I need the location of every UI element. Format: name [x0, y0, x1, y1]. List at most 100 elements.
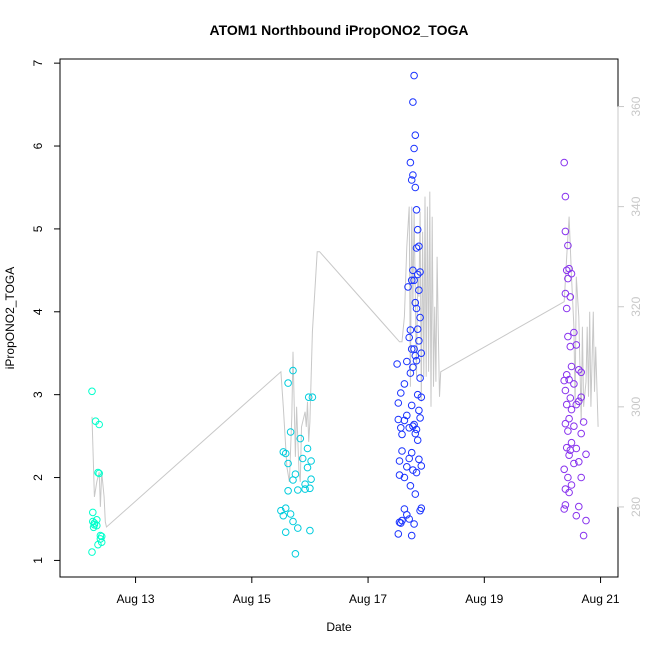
data-point — [407, 448, 416, 457]
data-point — [561, 289, 570, 298]
data-point — [562, 304, 571, 313]
data-point — [572, 511, 581, 520]
data-point — [412, 304, 421, 313]
data-point — [412, 468, 421, 477]
data-point — [572, 341, 581, 349]
data-point — [416, 268, 424, 276]
data-point — [395, 471, 404, 479]
data-point — [579, 531, 588, 540]
data-point — [404, 283, 412, 291]
data-point — [564, 427, 572, 435]
data-point — [407, 345, 416, 353]
data-point — [89, 508, 97, 517]
data-point — [407, 176, 416, 184]
data-point — [397, 424, 405, 432]
data-point — [579, 418, 588, 426]
data-point — [97, 538, 106, 547]
data-point — [415, 337, 423, 345]
data-point — [407, 401, 416, 410]
x-tick-label: Aug 19 — [465, 592, 503, 606]
data-point — [567, 405, 576, 414]
data-point — [565, 451, 573, 460]
data-point — [565, 488, 573, 497]
y-tick-label: 1 — [31, 557, 45, 564]
data-point — [308, 393, 317, 402]
data-point — [406, 326, 415, 334]
data-point — [570, 380, 578, 388]
data-point — [566, 293, 575, 301]
data-point — [88, 387, 96, 396]
data-point — [582, 516, 590, 525]
x-axis: Aug 13 Aug 15 Aug 17 Aug 19 Aug 21 — [117, 576, 620, 606]
data-point — [561, 386, 570, 395]
data-point — [284, 487, 292, 495]
data-point — [291, 470, 300, 479]
data-point — [403, 511, 411, 519]
data-point — [409, 266, 417, 275]
y2-tick-label: 360 — [629, 96, 643, 116]
data-point — [277, 506, 285, 515]
data-point — [95, 420, 103, 429]
data-point — [279, 448, 288, 456]
data-point — [400, 380, 409, 388]
data-point — [400, 473, 409, 482]
y2-tick-label: 340 — [629, 196, 643, 216]
data-point — [94, 468, 102, 477]
data-point — [405, 515, 414, 523]
data-point — [405, 333, 414, 342]
data-point — [294, 486, 302, 494]
data-point — [298, 454, 307, 463]
data-point — [296, 434, 305, 443]
data-point — [567, 438, 576, 447]
data-point — [410, 71, 418, 80]
data-point — [301, 480, 309, 489]
data-point — [413, 325, 422, 334]
data-point — [307, 475, 315, 484]
data-point — [564, 274, 572, 283]
data-point — [394, 530, 403, 538]
data-point — [409, 363, 417, 372]
data-point — [93, 516, 101, 524]
data-point — [403, 357, 411, 366]
data-point — [406, 158, 415, 167]
data-point — [284, 379, 292, 387]
data-point — [409, 171, 417, 179]
data-point — [577, 473, 586, 482]
data-point — [291, 550, 300, 558]
data-point — [413, 436, 422, 445]
data-point — [406, 482, 415, 490]
data-point — [409, 98, 417, 106]
data-point — [564, 473, 572, 482]
y2-axis: 280 300 320 340 360 — [617, 96, 643, 517]
data-point — [279, 511, 288, 520]
data-point — [411, 131, 420, 139]
x-tick-label: Aug 17 — [349, 592, 387, 606]
data-point — [281, 528, 290, 537]
data-point — [412, 356, 421, 365]
data-point — [411, 490, 420, 498]
data-point — [412, 244, 421, 252]
data-point — [95, 469, 103, 478]
data-point — [572, 444, 581, 453]
data-point — [560, 465, 569, 474]
data-point — [289, 366, 297, 375]
y-tick-label: 3 — [31, 391, 45, 398]
y-tick-label: 6 — [31, 142, 45, 149]
data-point — [306, 484, 314, 493]
data-point — [570, 459, 578, 468]
data-point — [398, 430, 406, 439]
y-axis-label: iPropONO2_TOGA — [3, 267, 17, 369]
data-point — [417, 462, 426, 470]
data-point — [575, 366, 583, 374]
y2-tick-label: 300 — [629, 397, 643, 417]
plot-frame — [59, 58, 619, 578]
data-point — [393, 360, 401, 368]
data-point — [566, 394, 575, 402]
chart-title: ATOM1 Northbound iPropONO2_TOGA — [210, 22, 469, 38]
data-point — [411, 298, 420, 307]
data-point — [561, 419, 570, 428]
data-point — [575, 458, 583, 466]
x-tick-label: Aug 21 — [582, 592, 620, 606]
data-point — [410, 520, 418, 528]
data-point — [562, 371, 571, 379]
